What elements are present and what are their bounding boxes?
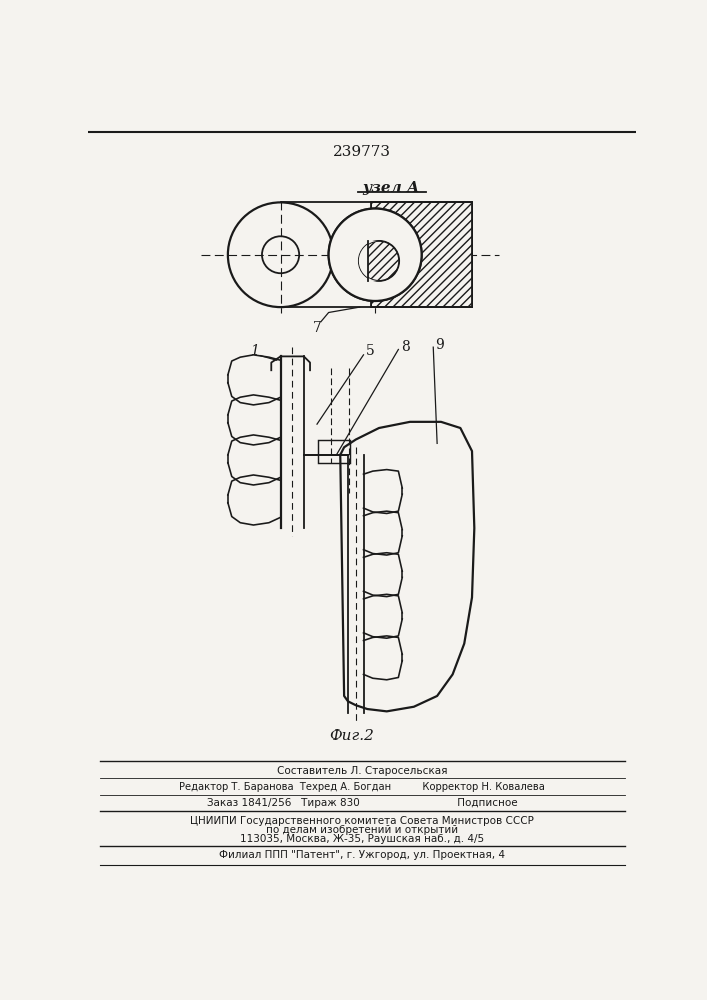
Text: Редактор Т. Баранова  Техред А. Богдан          Корректор Н. Ковалева: Редактор Т. Баранова Техред А. Богдан Ко… bbox=[179, 782, 545, 792]
Circle shape bbox=[329, 209, 421, 301]
Text: 239773: 239773 bbox=[333, 145, 391, 159]
Polygon shape bbox=[359, 241, 379, 281]
Text: 8: 8 bbox=[401, 340, 409, 354]
Text: узел А: узел А bbox=[362, 181, 419, 195]
Circle shape bbox=[329, 209, 421, 301]
Text: 7: 7 bbox=[312, 321, 322, 335]
Bar bbox=[371, 202, 472, 307]
Text: 113035, Москва, Ж-35, Раушская наб., д. 4/5: 113035, Москва, Ж-35, Раушская наб., д. … bbox=[240, 834, 484, 844]
Text: Фиг.2: Фиг.2 bbox=[329, 729, 374, 743]
Circle shape bbox=[359, 241, 399, 281]
Text: 1: 1 bbox=[250, 344, 259, 358]
Text: Заказ 1841/256   Тираж 830                              Подписное: Заказ 1841/256 Тираж 830 Подписное bbox=[206, 798, 518, 808]
Text: Составитель Л. Старосельская: Составитель Л. Старосельская bbox=[276, 766, 448, 776]
Bar bbox=[371, 202, 472, 307]
Bar bbox=[317, 440, 351, 463]
Text: по делам изобретений и открытий: по делам изобретений и открытий bbox=[266, 825, 458, 835]
Text: 9: 9 bbox=[436, 338, 444, 352]
Text: 5: 5 bbox=[366, 344, 375, 358]
Text: ЦНИИПИ Государственного комитета Совета Министров СССР: ЦНИИПИ Государственного комитета Совета … bbox=[190, 816, 534, 826]
Text: Филиал ППП "Патент", г. Ужгород, ул. Проектная, 4: Филиал ППП "Патент", г. Ужгород, ул. Про… bbox=[219, 850, 505, 860]
